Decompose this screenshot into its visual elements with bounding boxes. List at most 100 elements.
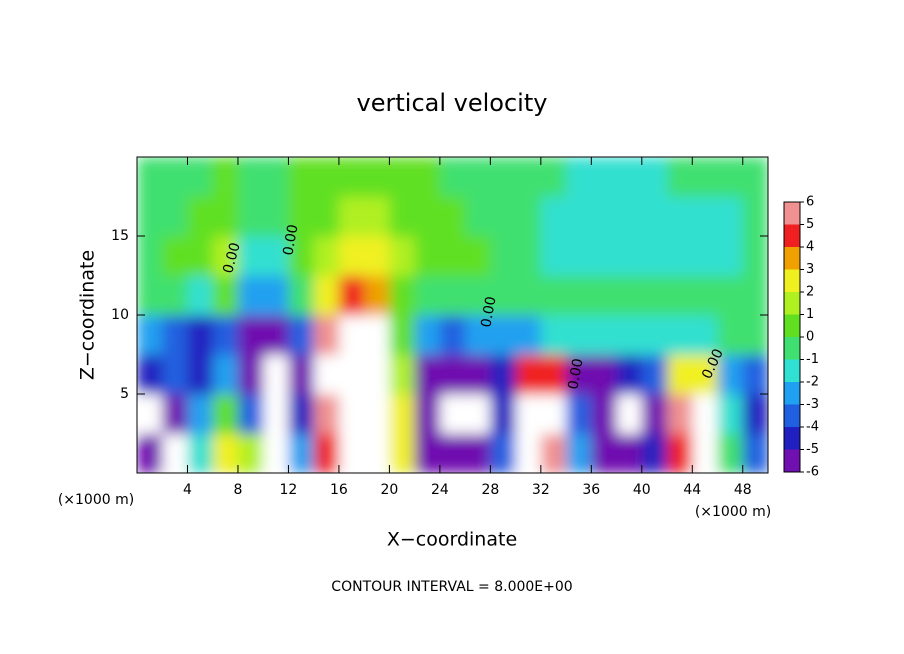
heat-cell <box>137 157 163 197</box>
heat-cell <box>414 354 441 395</box>
heat-cell <box>288 236 315 276</box>
heat-cell <box>591 394 618 434</box>
colorbar-label: -4 <box>806 420 819 435</box>
colorbar-label: -5 <box>806 442 819 457</box>
heat-cell <box>641 196 668 237</box>
heat-cell <box>540 196 567 237</box>
heat-cell <box>389 275 416 316</box>
contour-label: 0.00 <box>565 357 586 390</box>
heat-cell <box>439 394 466 434</box>
heat-cell <box>389 196 416 237</box>
heat-cell <box>566 275 592 316</box>
heat-cell <box>515 196 542 237</box>
heat-cell <box>237 275 264 316</box>
heat-cell <box>137 315 163 355</box>
heat-cell <box>364 275 390 316</box>
colorbar-label: 4 <box>806 240 814 255</box>
colorbar-label: 3 <box>806 262 814 277</box>
x-tick-label: 44 <box>683 482 701 498</box>
heat-cell <box>364 394 390 434</box>
x-tick-label: 24 <box>431 482 449 498</box>
heat-cell <box>313 236 340 276</box>
heat-cell <box>212 196 239 237</box>
heat-cell <box>237 196 264 237</box>
heat-cell <box>414 394 441 434</box>
heat-cell <box>288 157 315 197</box>
heat-cell <box>692 196 719 237</box>
heat-cell <box>288 394 315 434</box>
heat-cell <box>162 275 188 316</box>
heat-cell <box>263 275 289 316</box>
heat-cell <box>162 394 188 434</box>
heat-cell <box>364 433 390 473</box>
y-tick-label: 15 <box>111 228 129 244</box>
heat-cell <box>389 354 416 395</box>
colorbar-bin <box>784 427 800 450</box>
heat-cell <box>692 433 719 473</box>
heat-cell <box>616 157 643 197</box>
heat-cell <box>439 433 466 473</box>
colorbar-bin <box>784 247 800 270</box>
heat-cell <box>667 394 693 434</box>
heat-cell <box>515 157 542 197</box>
heat-cell <box>313 315 340 355</box>
heat-cell <box>742 157 768 197</box>
heat-cell <box>288 315 315 355</box>
heat-cell <box>540 394 567 434</box>
heat-cell <box>566 354 592 395</box>
heat-cell <box>616 196 643 237</box>
heat-cell <box>641 354 668 395</box>
heat-cell <box>237 157 264 197</box>
heat-cell <box>237 433 264 473</box>
heat-cell <box>288 354 315 395</box>
heat-cell <box>137 433 163 473</box>
x-tick-label: 20 <box>380 482 398 498</box>
heat-cell <box>616 433 643 473</box>
heat-cell <box>490 157 517 197</box>
heat-cell <box>540 275 567 316</box>
heat-cell <box>187 196 214 237</box>
heat-cell <box>540 157 567 197</box>
heat-cell <box>692 354 719 395</box>
colorbar-label: 6 <box>806 195 814 210</box>
colorbar-bin <box>784 202 800 225</box>
heat-cell <box>263 196 289 237</box>
heat-cell <box>591 236 618 276</box>
heat-cell <box>364 236 390 276</box>
heat-cell <box>162 315 188 355</box>
heat-cell <box>717 433 744 473</box>
heat-cell <box>338 354 365 395</box>
heat-cell <box>263 315 289 355</box>
heat-cell <box>742 236 768 276</box>
heat-cell <box>187 354 214 395</box>
heat-cell <box>313 275 340 316</box>
heat-cell <box>641 275 668 316</box>
heat-cell <box>389 433 416 473</box>
heat-cell <box>540 236 567 276</box>
x-tick-label: 32 <box>532 482 550 498</box>
heat-cell <box>717 354 744 395</box>
heat-cell <box>616 275 643 316</box>
heat-cell <box>717 315 744 355</box>
heat-cell <box>187 236 214 276</box>
heat-cell <box>465 196 491 237</box>
heat-cell <box>414 157 441 197</box>
heat-cell <box>212 433 239 473</box>
heat-cell <box>717 394 744 434</box>
colorbar-bin <box>784 404 800 427</box>
x-tick-label: 28 <box>481 482 499 498</box>
heat-cell <box>490 315 517 355</box>
heat-cell <box>692 275 719 316</box>
heat-cell <box>742 275 768 316</box>
colorbar-label: 2 <box>806 285 814 300</box>
heat-cell <box>414 315 441 355</box>
heat-cell <box>187 433 214 473</box>
colorbar-bin <box>784 337 800 360</box>
x-tick-label: 8 <box>233 482 242 498</box>
heat-cell <box>616 236 643 276</box>
y-tick-label: 10 <box>111 307 129 323</box>
x-tick-label: 40 <box>633 482 651 498</box>
heat-cell <box>338 315 365 355</box>
